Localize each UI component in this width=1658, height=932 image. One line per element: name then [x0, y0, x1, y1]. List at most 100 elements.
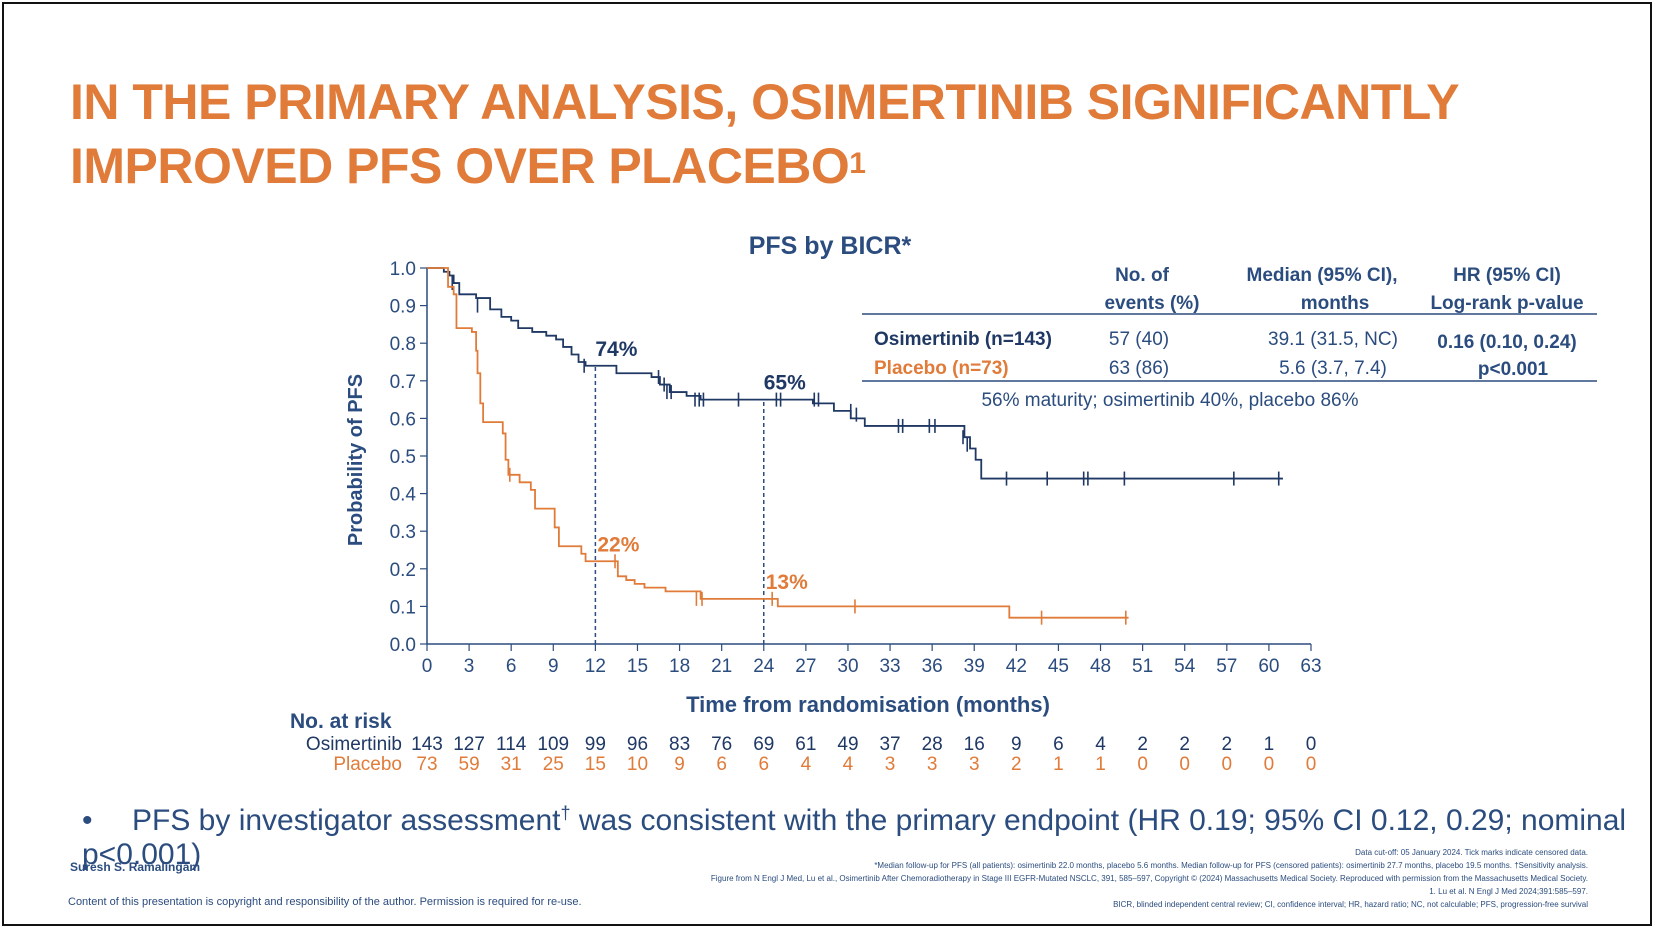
table-header-events-2: events (%) — [1104, 293, 1199, 314]
slide-title: IN THE PRIMARY ANALYSIS, OSIMERTINIB SIG… — [70, 70, 1460, 198]
osimertinib-landmark-label: 65% — [764, 372, 806, 395]
risk-value-osimertinib: 109 — [537, 734, 569, 755]
x-tick-label: 21 — [711, 656, 732, 677]
km-plot: 0 3 6 9 12 15 18 21 24 27 30 33 36 39 42 45 48 51 54 57 60 63… — [390, 259, 1322, 677]
risk-row-osimertinib-label: Osimertinib — [306, 734, 402, 755]
risk-table-title: No. at risk — [290, 710, 392, 733]
x-tick-label: 9 — [548, 656, 559, 677]
x-tick-label: 27 — [795, 656, 816, 677]
risk-value-osimertinib: 4 — [1095, 734, 1106, 755]
risk-value-placebo: 0 — [1306, 754, 1317, 775]
y-tick-label: 0.2 — [390, 560, 416, 581]
risk-value-placebo: 6 — [758, 754, 769, 775]
risk-value-osimertinib: 83 — [669, 734, 690, 755]
y-axis-label: Probability of PFS — [345, 374, 367, 546]
placebo-curve — [427, 267, 1129, 619]
x-tick-label: 12 — [585, 656, 606, 677]
x-tick-label: 42 — [1006, 656, 1027, 677]
summary-table: No. of events (%) Median (95% CI), month… — [862, 265, 1597, 411]
risk-value-osimertinib: 114 — [496, 734, 527, 755]
risk-value-placebo: 1 — [1053, 754, 1064, 775]
x-tick-label: 6 — [506, 656, 517, 677]
osimertinib-curve — [427, 267, 1283, 480]
table-row-osimertinib-events: 57 (40) — [1109, 329, 1169, 350]
footnote-4: 1. Lu et al. N Engl J Med 2024;391:585–5… — [1429, 887, 1588, 896]
risk-value-placebo: 4 — [801, 754, 812, 775]
risk-value-placebo: 31 — [501, 754, 522, 775]
title-line-2-text: IMPROVED PFS OVER PLACEBO — [70, 138, 850, 194]
footnote-3: Figure from N Engl J Med, Lu et al., Osi… — [710, 874, 1588, 883]
risk-value-placebo: 59 — [459, 754, 480, 775]
x-tick-label: 0 — [422, 656, 433, 677]
placebo-landmark-label: 22% — [597, 533, 639, 556]
risk-value-placebo: 25 — [543, 754, 564, 775]
chart-title: PFS by BICR* — [749, 232, 912, 260]
risk-value-osimertinib: 16 — [964, 734, 985, 755]
risk-value-placebo: 3 — [927, 754, 938, 775]
risk-table: 143 127 114 109 99 96 83 76 69 61 49 37 28 16 9 6 4 2 2 2 1 0… — [411, 734, 1316, 775]
risk-value-osimertinib: 37 — [879, 734, 900, 755]
footnote-2: *Median follow-up for PFS (all patients)… — [874, 861, 1588, 870]
risk-value-osimertinib: 2 — [1137, 734, 1148, 755]
y-tick-label: 0.0 — [390, 635, 416, 656]
risk-value-osimertinib: 9 — [1011, 734, 1022, 755]
risk-value-osimertinib: 6 — [1053, 734, 1064, 755]
risk-value-osimertinib: 2 — [1179, 734, 1190, 755]
x-tick-label: 63 — [1300, 656, 1321, 677]
x-tick-label: 3 — [464, 656, 475, 677]
title-line-2: IMPROVED PFS OVER PLACEBO1 — [70, 134, 1459, 198]
y-tick-label: 0.8 — [390, 334, 416, 355]
x-tick-label: 51 — [1132, 656, 1153, 677]
table-header-median-2: months — [1301, 293, 1370, 314]
risk-value-placebo: 0 — [1222, 754, 1233, 775]
risk-value-osimertinib: 69 — [753, 734, 774, 755]
risk-value-osimertinib: 49 — [837, 734, 858, 755]
risk-value-osimertinib: 2 — [1222, 734, 1233, 755]
x-tick-label: 57 — [1216, 656, 1237, 677]
risk-value-placebo: 0 — [1179, 754, 1190, 775]
risk-value-osimertinib: 143 — [411, 734, 443, 755]
risk-value-placebo: 3 — [969, 754, 980, 775]
table-row-placebo-median: 5.6 (3.7, 7.4) — [1279, 358, 1387, 379]
risk-row-placebo-label: Placebo — [333, 754, 402, 775]
title-superscript: 1 — [849, 147, 866, 180]
risk-value-placebo: 73 — [416, 754, 437, 775]
x-tick-label: 24 — [753, 656, 775, 677]
risk-value-osimertinib: 61 — [795, 734, 816, 755]
y-tick-label: 0.9 — [390, 297, 416, 318]
risk-value-osimertinib: 28 — [922, 734, 943, 755]
bullet-dagger: † — [560, 803, 571, 823]
table-header-hr-2: Log-rank p-value — [1430, 293, 1583, 314]
table-hr-value: 0.16 (0.10, 0.24) — [1437, 332, 1576, 353]
bullet-text-rest: was consistent with the primary endpoint… — [82, 804, 1627, 871]
risk-value-placebo: 3 — [885, 754, 896, 775]
x-tick-label: 33 — [879, 656, 900, 677]
title-line-1: IN THE PRIMARY ANALYSIS, OSIMERTINIB SIG… — [70, 74, 1460, 130]
risk-value-osimertinib: 127 — [453, 734, 485, 755]
risk-value-osimertinib: 96 — [627, 734, 648, 755]
x-tick-label: 15 — [627, 656, 648, 677]
risk-value-placebo: 2 — [1011, 754, 1022, 775]
y-tick-label: 0.6 — [390, 409, 416, 430]
x-tick-label: 45 — [1048, 656, 1069, 677]
risk-value-osimertinib: 99 — [585, 734, 606, 755]
osimertinib-landmark-label: 74% — [595, 338, 637, 361]
author-name: Suresh S. Ramalingam — [70, 860, 201, 874]
x-tick-label: 30 — [837, 656, 858, 677]
footnote-1: Data cut-off: 05 January 2024. Tick mark… — [1355, 848, 1588, 857]
copyright-note: Content of this presentation is copyrigh… — [68, 896, 582, 908]
y-tick-label: 0.5 — [390, 447, 416, 468]
table-row-placebo-events: 63 (86) — [1109, 358, 1169, 379]
bullet-point: • PFS by investigator assessment† was con… — [82, 803, 1658, 872]
table-p-value: p<0.001 — [1478, 359, 1549, 380]
x-tick-label: 60 — [1258, 656, 1279, 677]
table-header-hr-1: HR (95% CI) — [1453, 265, 1561, 286]
risk-value-placebo: 15 — [585, 754, 606, 775]
risk-value-placebo: 6 — [716, 754, 727, 775]
x-tick-label: 39 — [964, 656, 985, 677]
risk-value-placebo: 4 — [843, 754, 854, 775]
bullet-text: PFS by investigator assessment — [132, 804, 561, 837]
placebo-landmark-label: 13% — [766, 571, 808, 594]
bullet-marker: • — [82, 804, 93, 837]
x-tick-label: 18 — [669, 656, 690, 677]
